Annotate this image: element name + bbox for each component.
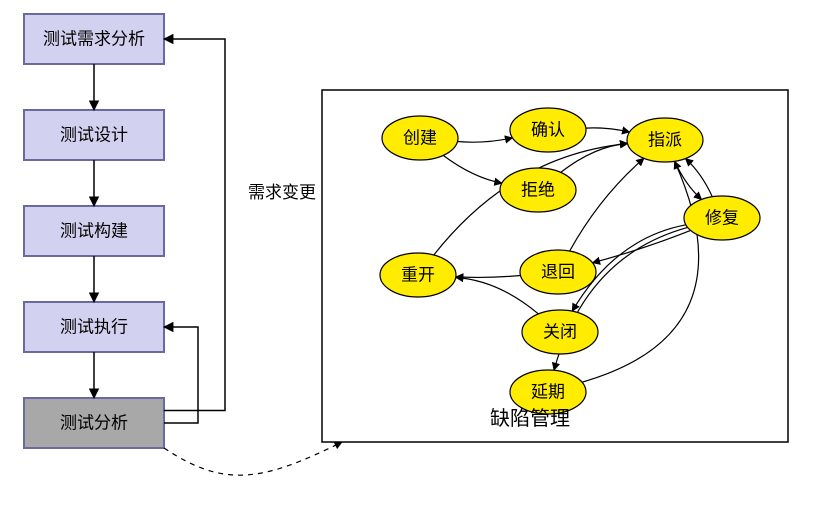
flow-box-label: 测试构建 [60,222,128,241]
defect-node-reopen: 重开 [380,253,456,297]
defect-edge-fix-assign [685,159,712,197]
flow-box-label: 测试设计 [60,126,128,145]
defect-node-label: 修复 [705,209,739,228]
flow-box-n1: 测试需求分析 [24,14,164,64]
defect-node-fix: 修复 [684,196,760,240]
defect-node-create: 创建 [382,116,458,160]
defect-node-label: 确认 [531,121,565,140]
defect-edge-create-reject [443,155,502,183]
defect-edge-delay-assign [582,161,699,382]
defect-edge-assign-fix [675,161,702,199]
defect-node-label: 拒绝 [521,181,555,200]
defect-edge-return-assign [570,158,644,251]
defect-node-assign: 指派 [627,118,703,162]
defect-node-reject: 拒绝 [500,168,576,212]
flow-loop-feedback [164,39,225,411]
defect-node-label: 创建 [403,129,437,148]
flow-box-n4: 测试执行 [24,302,164,352]
defect-node-confirm: 确认 [510,108,586,152]
defect-node-label: 延期 [531,383,565,402]
flow-loop-side [164,327,198,423]
defect-edge-create-confirm [458,138,513,142]
defect-node-close: 关闭 [522,310,598,354]
defect-node-return: 退回 [520,250,596,294]
flow-box-n2: 测试设计 [24,110,164,160]
defect-panel-title: 缺陷管理 [490,407,570,430]
flow-box-n3: 测试构建 [24,206,164,256]
feedback-label: 需求变更 [248,183,316,202]
defect-edge-confirm-assign [586,128,630,132]
defect-node-label: 退回 [541,263,575,282]
defect-node-label: 重开 [401,266,435,285]
defect-node-label: 指派 [648,131,682,150]
flow-box-label: 测试需求分析 [43,30,145,49]
flow-link-dashed [164,442,342,475]
flow-box-label: 测试执行 [60,318,128,337]
flow-box-n5: 测试分析 [24,398,164,448]
defect-node-label: 关闭 [543,323,577,342]
defect-edge-return-reopen [456,275,521,277]
flow-box-label: 测试分析 [60,414,128,433]
